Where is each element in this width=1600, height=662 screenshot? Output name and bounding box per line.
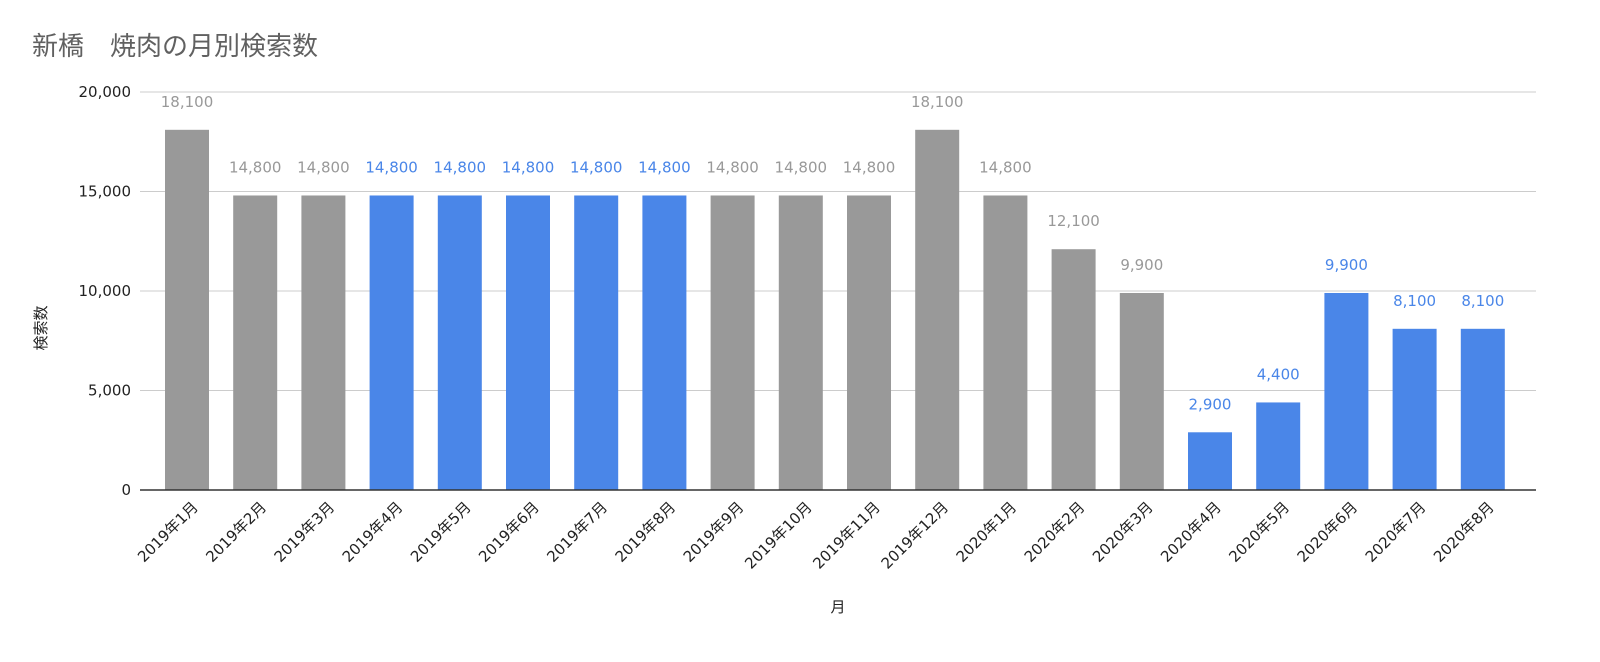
- bar: [1188, 432, 1232, 490]
- data-label: 8,100: [1393, 292, 1436, 310]
- x-tick-label: 2019年9月: [680, 498, 748, 566]
- bar: [574, 195, 619, 491]
- x-tick-label: 2019年12月: [878, 498, 952, 572]
- data-label: 14,800: [775, 158, 828, 176]
- bar: [369, 195, 414, 491]
- bar: [506, 195, 550, 491]
- data-label: 14,800: [434, 158, 487, 176]
- x-tick-label: 2019年3月: [271, 498, 339, 566]
- y-axis-title: 検索数: [32, 305, 50, 350]
- data-label: 14,800: [229, 158, 282, 176]
- chart-title: 新橋 焼肉の月別検索数: [32, 32, 319, 62]
- bar: [165, 129, 209, 490]
- bar: [983, 195, 1028, 491]
- data-label: 12,100: [1047, 212, 1100, 230]
- data-label: 14,800: [979, 158, 1032, 176]
- data-label: 14,800: [502, 158, 555, 176]
- data-label: 14,800: [843, 158, 896, 176]
- bar: [1324, 292, 1369, 490]
- x-tick-label: 2020年8月: [1430, 498, 1498, 566]
- bar: [710, 195, 755, 491]
- data-label: 9,900: [1325, 256, 1368, 274]
- x-tick-label: 2019年8月: [612, 498, 680, 566]
- data-label: 4,400: [1257, 365, 1300, 383]
- data-label: 18,100: [161, 93, 214, 111]
- x-tick-label: 2019年7月: [543, 498, 611, 566]
- bar: [301, 195, 346, 491]
- y-tick-label: 15,000: [79, 183, 132, 201]
- data-label: 9,900: [1120, 256, 1163, 274]
- bar: [1119, 292, 1164, 490]
- bar: [1051, 249, 1096, 490]
- bar: [1256, 402, 1301, 490]
- x-tick-label: 2020年4月: [1157, 498, 1225, 566]
- x-tick-label: 2020年5月: [1225, 498, 1293, 566]
- data-label: 14,800: [297, 158, 350, 176]
- data-label: 14,800: [638, 158, 691, 176]
- data-label: 18,100: [911, 93, 964, 111]
- bar: [1460, 328, 1505, 490]
- x-tick-label: 2019年1月: [134, 498, 202, 566]
- data-labels: 18,100 14,800 14,800 14,800 14,800 14,800 14,8…: [161, 93, 1505, 413]
- data-label: 14,800: [706, 158, 759, 176]
- x-tick-label: 2020年3月: [1089, 498, 1157, 566]
- data-label: 8,100: [1461, 292, 1504, 310]
- x-tick-label: 2020年2月: [1021, 498, 1089, 566]
- x-tick-label: 2019年6月: [475, 498, 543, 566]
- y-tick-label: 20,000: [79, 83, 132, 101]
- y-axis-ticks: 0 5,000 10,000 15,000 20,000: [79, 83, 132, 499]
- y-tick-label: 10,000: [79, 282, 132, 300]
- bar: [437, 195, 482, 491]
- x-axis-title: 月: [830, 598, 845, 616]
- bar: [778, 195, 823, 491]
- data-label: 14,800: [570, 158, 623, 176]
- x-tick-label: 2019年4月: [339, 498, 407, 566]
- x-tick-label: 2019年2月: [202, 498, 270, 566]
- data-label: 14,800: [365, 158, 418, 176]
- bar: [1392, 328, 1437, 490]
- x-tick-label: 2019年11月: [809, 498, 883, 572]
- x-tick-label: 2020年6月: [1294, 498, 1362, 566]
- x-tick-label: 2019年5月: [407, 498, 475, 566]
- data-label: 2,900: [1189, 395, 1232, 413]
- x-tick-label: 2020年1月: [953, 498, 1021, 566]
- y-tick-label: 5,000: [88, 382, 131, 400]
- bar: [847, 195, 891, 491]
- bars: [165, 129, 1505, 491]
- bar: [915, 129, 960, 490]
- bar: [642, 195, 687, 491]
- x-tick-label: 2019年10月: [741, 498, 815, 572]
- x-axis-ticks: 2019年1月 2019年2月 2019年3月 2019年4月 2019年5月 2019年…: [134, 498, 1497, 572]
- bar: [233, 195, 278, 491]
- y-tick-label: 0: [121, 481, 131, 499]
- x-tick-label: 2020年7月: [1362, 498, 1430, 566]
